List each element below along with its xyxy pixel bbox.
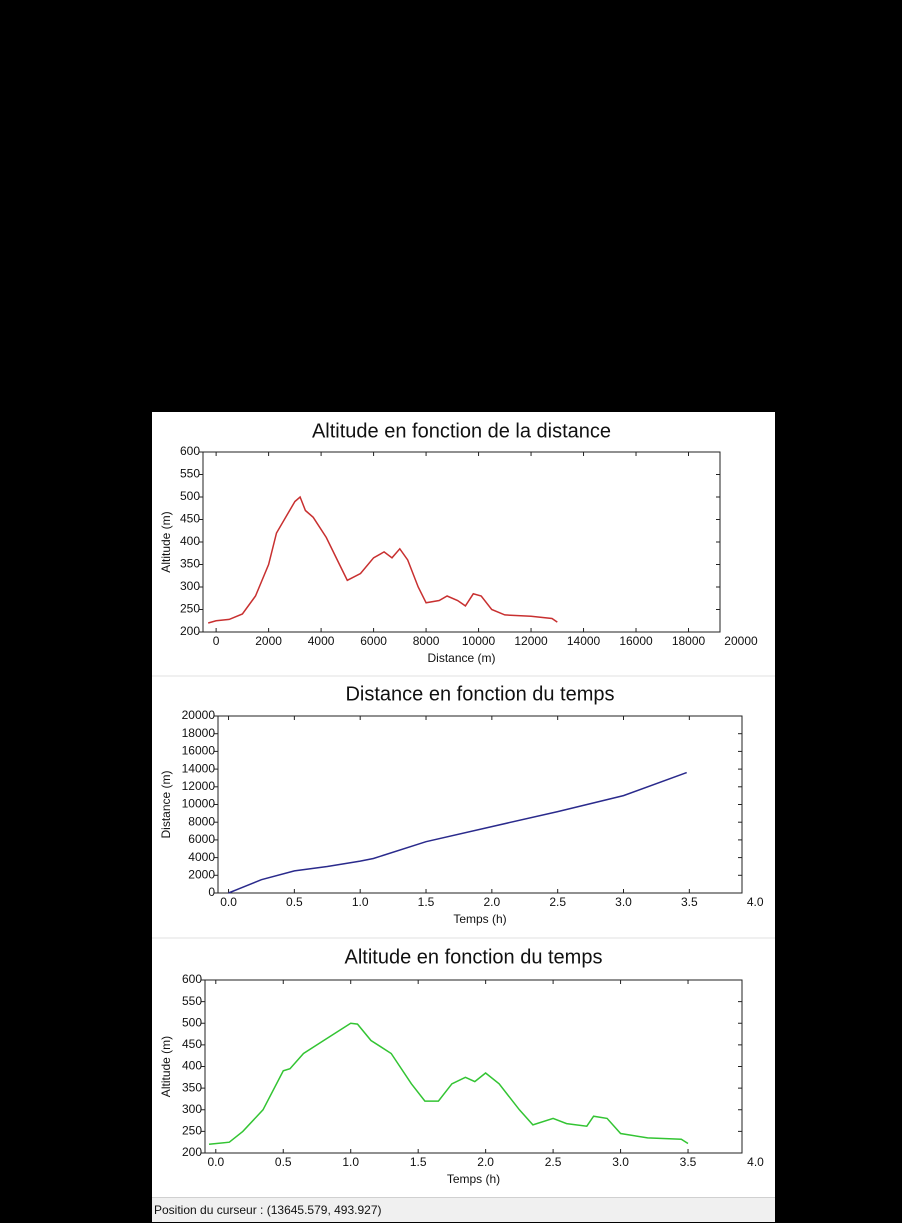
y-tick-label: 20000 <box>182 708 216 722</box>
y-tick-label: 16000 <box>182 744 216 758</box>
x-tick-label: 10000 <box>462 634 496 648</box>
y-tick-label: 2000 <box>188 867 215 881</box>
y-tick-label: 0 <box>208 885 215 899</box>
x-tick-label: 0.5 <box>286 895 303 909</box>
y-tick-label: 300 <box>180 579 200 593</box>
x-axis-label: Distance (m) <box>427 651 495 665</box>
y-tick-label: 200 <box>180 624 200 638</box>
plot-area <box>203 452 720 632</box>
x-tick-label: 2.5 <box>545 1155 562 1169</box>
y-tick-label: 18000 <box>182 726 216 740</box>
x-tick-label: 1.5 <box>410 1155 427 1169</box>
y-tick-label: 6000 <box>188 832 215 846</box>
x-tick-label: 3.0 <box>612 1155 629 1169</box>
y-tick-label: 550 <box>182 994 202 1008</box>
y-tick-label: 350 <box>182 1080 202 1094</box>
chart-title: Altitude en fonction du temps <box>345 946 603 968</box>
chart-title: Distance en fonction du temps <box>345 683 614 705</box>
y-tick-label: 600 <box>180 444 200 458</box>
y-tick-label: 10000 <box>182 797 216 811</box>
x-tick-label: 4.0 <box>747 1155 764 1169</box>
x-tick-label: 4.0 <box>747 895 764 909</box>
y-tick-label: 200 <box>182 1145 202 1159</box>
x-tick-label: 6000 <box>360 634 387 648</box>
y-tick-label: 550 <box>180 467 200 481</box>
x-tick-label: 8000 <box>413 634 440 648</box>
x-tick-label: 3.5 <box>680 1155 697 1169</box>
y-tick-label: 350 <box>180 557 200 571</box>
y-tick-label: 4000 <box>188 850 215 864</box>
x-tick-label: 3.0 <box>615 895 632 909</box>
y-tick-label: 450 <box>180 512 200 526</box>
y-tick-label: 450 <box>182 1037 202 1051</box>
x-tick-label: 2.0 <box>477 1155 494 1169</box>
x-tick-label: 2.0 <box>484 895 501 909</box>
x-tick-label: 2000 <box>255 634 282 648</box>
y-tick-label: 300 <box>182 1102 202 1116</box>
x-axis-label: Temps (h) <box>447 1172 500 1186</box>
x-tick-label: 0 <box>213 634 220 648</box>
x-tick-label: 12000 <box>514 634 548 648</box>
x-tick-label: 3.5 <box>681 895 698 909</box>
x-tick-label: 1.5 <box>418 895 435 909</box>
y-tick-label: 500 <box>180 489 200 503</box>
x-tick-label: 0.5 <box>275 1155 292 1169</box>
y-tick-label: 14000 <box>182 761 216 775</box>
x-tick-label: 20000 <box>724 634 758 648</box>
y-tick-label: 500 <box>182 1015 202 1029</box>
screen: {"chart_data": [ {"type": "line", "title… <box>0 0 902 1222</box>
y-tick-label: 400 <box>180 534 200 548</box>
x-tick-label: 14000 <box>567 634 601 648</box>
x-tick-label: 18000 <box>672 634 706 648</box>
y-tick-label: 250 <box>180 602 200 616</box>
y-axis-label: Altitude (m) <box>159 511 173 572</box>
x-tick-label: 0.0 <box>207 1155 224 1169</box>
x-axis-label: Temps (h) <box>453 912 506 926</box>
x-tick-label: 0.0 <box>220 895 237 909</box>
x-tick-label: 1.0 <box>352 895 369 909</box>
x-tick-label: 1.0 <box>342 1155 359 1169</box>
y-tick-label: 400 <box>182 1059 202 1073</box>
plot-area <box>205 980 742 1153</box>
charts: Altitude en fonction de la distance 200 25… <box>0 0 902 1222</box>
x-tick-label: 4000 <box>308 634 335 648</box>
x-tick-label: 16000 <box>619 634 653 648</box>
y-tick-label: 8000 <box>188 814 215 828</box>
plot-area <box>218 716 742 893</box>
y-axis-label: Distance (m) <box>159 770 173 838</box>
y-axis-label: Altitude (m) <box>159 1036 173 1097</box>
y-tick-label: 12000 <box>182 779 216 793</box>
y-tick-label: 250 <box>182 1124 202 1138</box>
status-bar: Position du curseur : (13645.579, 493.92… <box>152 1197 775 1222</box>
y-tick-label: 600 <box>182 972 202 986</box>
x-tick-label: 2.5 <box>549 895 566 909</box>
chart-title: Altitude en fonction de la distance <box>312 420 611 442</box>
